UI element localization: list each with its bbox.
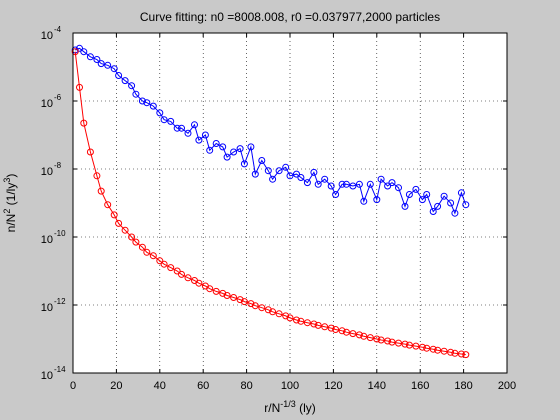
y-tick-label-base: 10 <box>41 370 53 382</box>
x-tick-label: 140 <box>368 380 386 392</box>
y-tick-label-base: 10 <box>41 302 53 314</box>
y-tick-label: 10 <box>41 234 53 246</box>
y-tick-label-base: 10 <box>41 98 53 110</box>
x-tick-label: 100 <box>281 380 299 392</box>
x-tick-label: 180 <box>454 380 472 392</box>
y-tick-label-base: 10 <box>41 166 53 178</box>
y-tick-label-exp: -8 <box>54 161 62 170</box>
y-tick-label-base: 10 <box>41 234 53 246</box>
y-tick-label-exp: -14 <box>54 365 66 374</box>
y-tick-label: 10 <box>41 166 53 178</box>
chart-title: Curve fitting: n0 =8008.008, r0 =0.03797… <box>140 10 440 24</box>
x-axis-label-exp: -1/3 <box>280 399 296 409</box>
x-tick-label: 20 <box>110 380 122 392</box>
x-tick-label: 60 <box>197 380 209 392</box>
y-axis-label-tail: (1/ly <box>4 183 18 209</box>
y-tick-label: 10 <box>41 302 53 314</box>
y-axis-label: n/N2 (1/ly3) <box>2 174 18 233</box>
y-tick-label: 10 <box>41 30 53 42</box>
x-tick-label: 0 <box>70 380 76 392</box>
x-tick-label: 40 <box>154 380 166 392</box>
y-tick-label-base: 10 <box>41 30 53 42</box>
y-tick-label: 10 <box>41 370 53 382</box>
x-tick-label: 80 <box>240 380 252 392</box>
x-axis-label-tail: (ly) <box>296 401 316 415</box>
y-tick-label-exp: -10 <box>54 229 66 238</box>
y-axis-label-base: n/N <box>4 214 18 233</box>
x-axis-label-base: r/N <box>264 401 280 415</box>
y-axis-label-close: ) <box>4 174 18 178</box>
x-axis-label: r/N-1/3 (ly) <box>264 399 316 415</box>
y-tick-label-exp: -12 <box>54 297 66 306</box>
x-tick-label: 120 <box>324 380 342 392</box>
y-tick-label-exp: -6 <box>54 93 62 102</box>
y-tick-label: 10 <box>41 98 53 110</box>
y-tick-label-exp: -4 <box>54 25 62 34</box>
x-tick-label: 200 <box>498 380 516 392</box>
x-tick-label: 160 <box>411 380 429 392</box>
